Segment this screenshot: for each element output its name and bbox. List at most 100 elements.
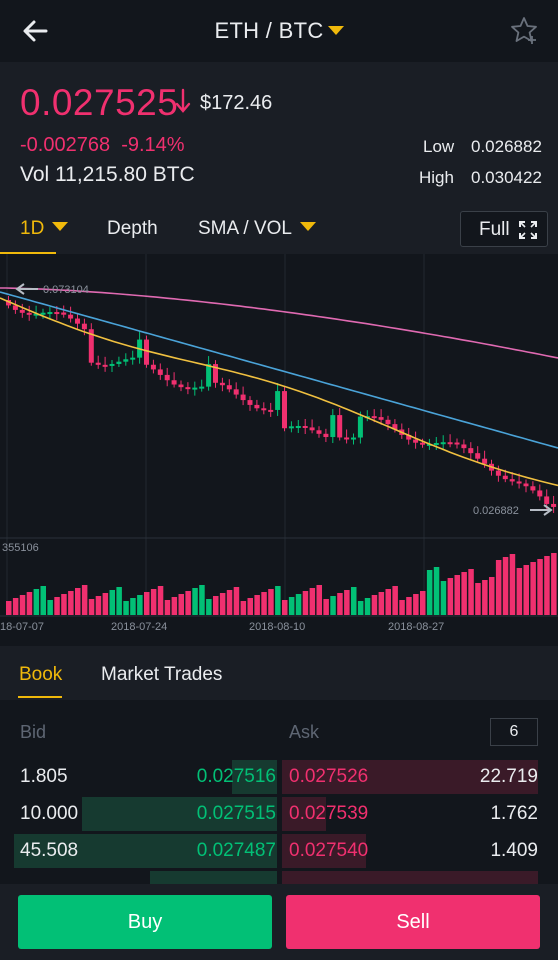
candle [247,400,253,405]
candle [157,369,163,375]
volume-bar [178,594,184,615]
volume-bar [426,570,433,615]
usd-price: $172.46 [200,92,273,114]
candle [68,314,74,319]
x-tick-4: 2018-08-27 [388,621,444,633]
volume-bar [130,598,136,615]
bid-amount: 45.508 [20,840,79,861]
order-row[interactable]: 10.000 0.027515 0.027539 1.762 [0,797,558,831]
tab-depth[interactable]: Depth [107,218,158,239]
candle [130,357,136,360]
volume-bar [433,567,440,615]
order-row[interactable]: 45.508 0.027487 0.027540 1.409 [0,834,558,868]
candle [275,391,281,410]
book-tabs: Book Market Trades [0,646,558,700]
tab-indicators[interactable]: SMA / VOL [198,218,316,240]
last-price: 0.027525 [20,82,179,123]
max-price-label: 0.073104 [43,284,89,296]
candle [81,323,87,330]
volume-bar [33,589,40,615]
ask-depth-bar [282,760,538,794]
volume-bar [544,556,550,615]
tab-book[interactable]: Book [19,664,63,685]
volume-bar [150,589,157,615]
volume-bar [116,587,122,615]
candle [206,364,212,387]
candle [282,391,287,429]
candle [371,416,377,419]
change-value: -0.002768 [20,134,111,156]
candle [344,437,350,440]
volume-bar [337,593,343,615]
candle [54,312,60,315]
volume-bar [192,588,198,615]
volume-bar [54,597,60,615]
volume-bar [385,589,391,615]
candle [219,382,225,386]
candle [150,364,156,370]
order-row[interactable]: 1.805 0.027516 0.027526 22.719 [0,760,558,794]
volume-bar [288,597,295,615]
candle [337,415,343,438]
volume-bar [357,601,364,615]
candle [530,486,536,491]
volume-bar [364,598,371,615]
volume-bar [330,596,336,615]
depth-selector[interactable]: 6 [490,718,538,746]
price-chart[interactable]: 0.073104 0.026882 355106 18-07-07 2018-0… [0,254,558,646]
candle [144,339,149,365]
candle [254,404,260,409]
candle [19,309,25,313]
volume-bar [295,594,302,615]
buy-button[interactable]: Buy [18,895,272,949]
pair-selector[interactable]: ETH / BTC [0,18,558,44]
candle [40,312,46,315]
volume-bar [233,587,240,615]
bid-price: 0.027487 [196,840,276,861]
price-down-arrow-icon [175,88,191,113]
candle [537,490,543,497]
favorite-star-icon[interactable] [508,14,540,46]
volume-bar [144,592,150,615]
volume-bar [81,585,88,615]
candle [454,442,460,445]
back-arrow-icon[interactable] [18,14,52,48]
ask-amount: 1.762 [490,803,538,824]
volume-bar [302,591,309,615]
candle [392,424,398,430]
ticker-header: 0.027525 $172.46 -0.002768 -9.14% Vol 11… [0,62,558,204]
top-bar: ETH / BTC [0,0,558,62]
low-value: 0.026882 [471,137,542,156]
tab-interval[interactable]: 1D [20,218,69,240]
high-value: 0.030422 [471,168,542,187]
volume-bar [102,593,109,615]
candle [6,300,11,306]
candle [226,385,232,390]
volume-bar [247,598,253,615]
volume-bar [206,599,212,615]
volume-bar [392,586,398,615]
candle [75,318,80,324]
sell-button[interactable]: Sell [286,895,540,949]
book-tab-underline [18,696,62,698]
candle [440,442,446,445]
volume-bar [68,591,74,615]
volume-bar [461,572,467,615]
volume-bar [516,568,523,615]
action-bar: Buy Sell [0,884,558,960]
candle [323,433,329,438]
min-price-label: 0.026882 [473,505,519,517]
candle [502,475,508,480]
candle [295,425,301,428]
candle [385,419,391,425]
volume-bar [6,601,12,615]
candle [482,458,488,464]
volume-bar [282,600,288,615]
tab-market-trades[interactable]: Market Trades [101,664,223,685]
candle [461,444,467,449]
volume-bar [254,595,260,615]
max-price-marker: 0.073104 [15,283,89,296]
fullscreen-button[interactable]: Full [460,211,548,247]
ask-amount: 1.409 [490,840,538,861]
ask-amount: 22.719 [479,766,538,787]
